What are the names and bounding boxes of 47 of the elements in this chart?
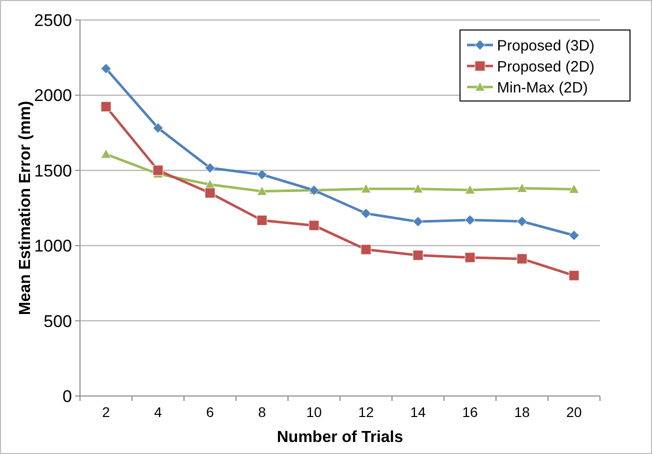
x-tick-label: 16 [462, 404, 478, 420]
point [152, 122, 164, 134]
point [516, 216, 528, 227]
point [204, 162, 216, 174]
y-tick-label: 500 [44, 312, 72, 331]
point [152, 165, 164, 176]
point [360, 184, 372, 194]
point [308, 220, 320, 231]
point [464, 252, 476, 263]
x-tick-label: 12 [358, 404, 374, 420]
point [256, 169, 268, 180]
legend-label: Proposed (3D) [497, 37, 595, 54]
y-axis-title: Mean Estimation Error (mm) [17, 100, 34, 316]
y-tick-label: 1000 [34, 236, 72, 256]
point [464, 184, 476, 194]
x-tick-label: 8 [258, 404, 266, 420]
point [100, 148, 112, 158]
y-tick-label: 0 [62, 386, 72, 406]
point [568, 184, 580, 194]
point [256, 186, 268, 196]
y-tick-label: 1500 [34, 161, 72, 180]
x-tick-label: 20 [566, 404, 582, 420]
point [256, 215, 268, 226]
x-tick-label: 14 [410, 404, 426, 420]
point [412, 216, 424, 227]
point [568, 230, 580, 241]
point [516, 183, 528, 193]
x-tick-label: 4 [154, 404, 162, 420]
point [568, 270, 580, 281]
point [100, 101, 112, 112]
x-tick-label: 10 [306, 404, 322, 420]
x-tick-label: 2 [102, 404, 110, 420]
x-tick-label: 6 [206, 404, 214, 420]
legend-label: Min-Max (2D) [497, 79, 588, 96]
point [360, 244, 372, 255]
point [464, 214, 476, 226]
y-tick-label: 2500 [34, 10, 72, 30]
x-axis-title: Number of Trials [276, 429, 404, 446]
y-tick-label: 2000 [34, 86, 72, 106]
point [516, 254, 528, 264]
point [412, 250, 424, 260]
point [360, 208, 372, 219]
x-tick-label: 18 [514, 404, 530, 420]
point [100, 63, 112, 74]
point [412, 184, 424, 194]
point [204, 188, 216, 198]
legend-label: Proposed (2D) [497, 58, 595, 76]
